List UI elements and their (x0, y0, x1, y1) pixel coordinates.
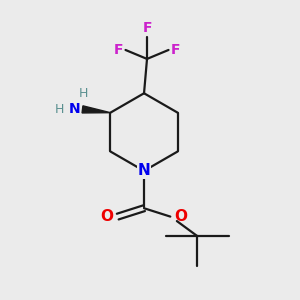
Text: N: N (68, 102, 80, 116)
Text: N: N (138, 164, 150, 178)
Text: F: F (142, 21, 152, 35)
Text: H: H (78, 87, 88, 100)
Text: F: F (114, 43, 123, 57)
Text: H: H (55, 103, 64, 116)
Polygon shape (82, 106, 110, 113)
Text: O: O (174, 209, 187, 224)
Text: F: F (171, 43, 180, 57)
Text: O: O (100, 209, 113, 224)
